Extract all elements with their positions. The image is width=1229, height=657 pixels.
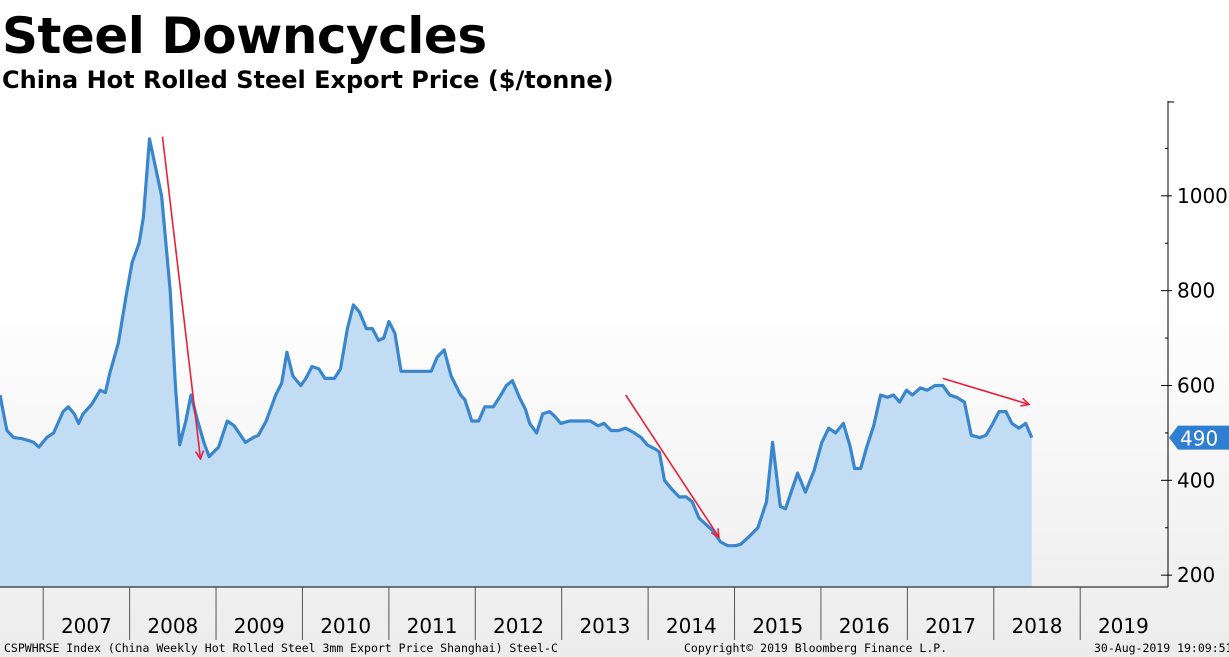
x-tick-label-2012: 2012: [493, 614, 544, 638]
x-tick-label-2008: 2008: [147, 614, 198, 638]
trend-arrow-3: [942, 377, 1029, 404]
price-line: [0, 137, 1034, 548]
y-tick-label-600: 600: [1177, 373, 1215, 397]
copyright-note: Copyright© 2019 Bloomberg Finance L.P.: [684, 641, 948, 655]
timestamp: 30-Aug-2019 19:09:51: [1094, 641, 1229, 655]
y-tick-label-800: 800: [1177, 279, 1215, 303]
last-value-badge: [1169, 425, 1229, 450]
y-tick-label-200: 200: [1177, 563, 1215, 587]
trend-arrow-2: [624, 394, 719, 537]
y-tick-label-400: 400: [1177, 468, 1215, 492]
chart-subtitle: China Hot Rolled Steel Export Price ($/t…: [2, 66, 614, 94]
chart-title: Steel Downcycles: [2, 7, 487, 65]
x-tick-label-2016: 2016: [839, 614, 890, 638]
x-tick-label-2017: 2017: [925, 614, 976, 638]
trend-arrow-1: [161, 136, 200, 459]
price-area: [0, 138, 1032, 587]
x-tick-label-2007: 2007: [61, 614, 112, 638]
x-tick-label-2014: 2014: [666, 614, 717, 638]
x-tick-label-2013: 2013: [579, 614, 630, 638]
last-value-label: 490: [1180, 427, 1218, 451]
x-tick-label-2015: 2015: [752, 614, 803, 638]
source-note: CSPWHRSE Index (China Weekly Hot Rolled …: [4, 641, 558, 655]
x-tick-label-2010: 2010: [320, 614, 371, 638]
x-tick-label-2011: 2011: [407, 614, 458, 638]
y-tick-label-1000: 1000: [1177, 184, 1228, 208]
x-tick-label-2019: 2019: [1098, 614, 1149, 638]
x-tick-label-2009: 2009: [234, 614, 285, 638]
x-tick-label-2018: 2018: [1012, 614, 1063, 638]
